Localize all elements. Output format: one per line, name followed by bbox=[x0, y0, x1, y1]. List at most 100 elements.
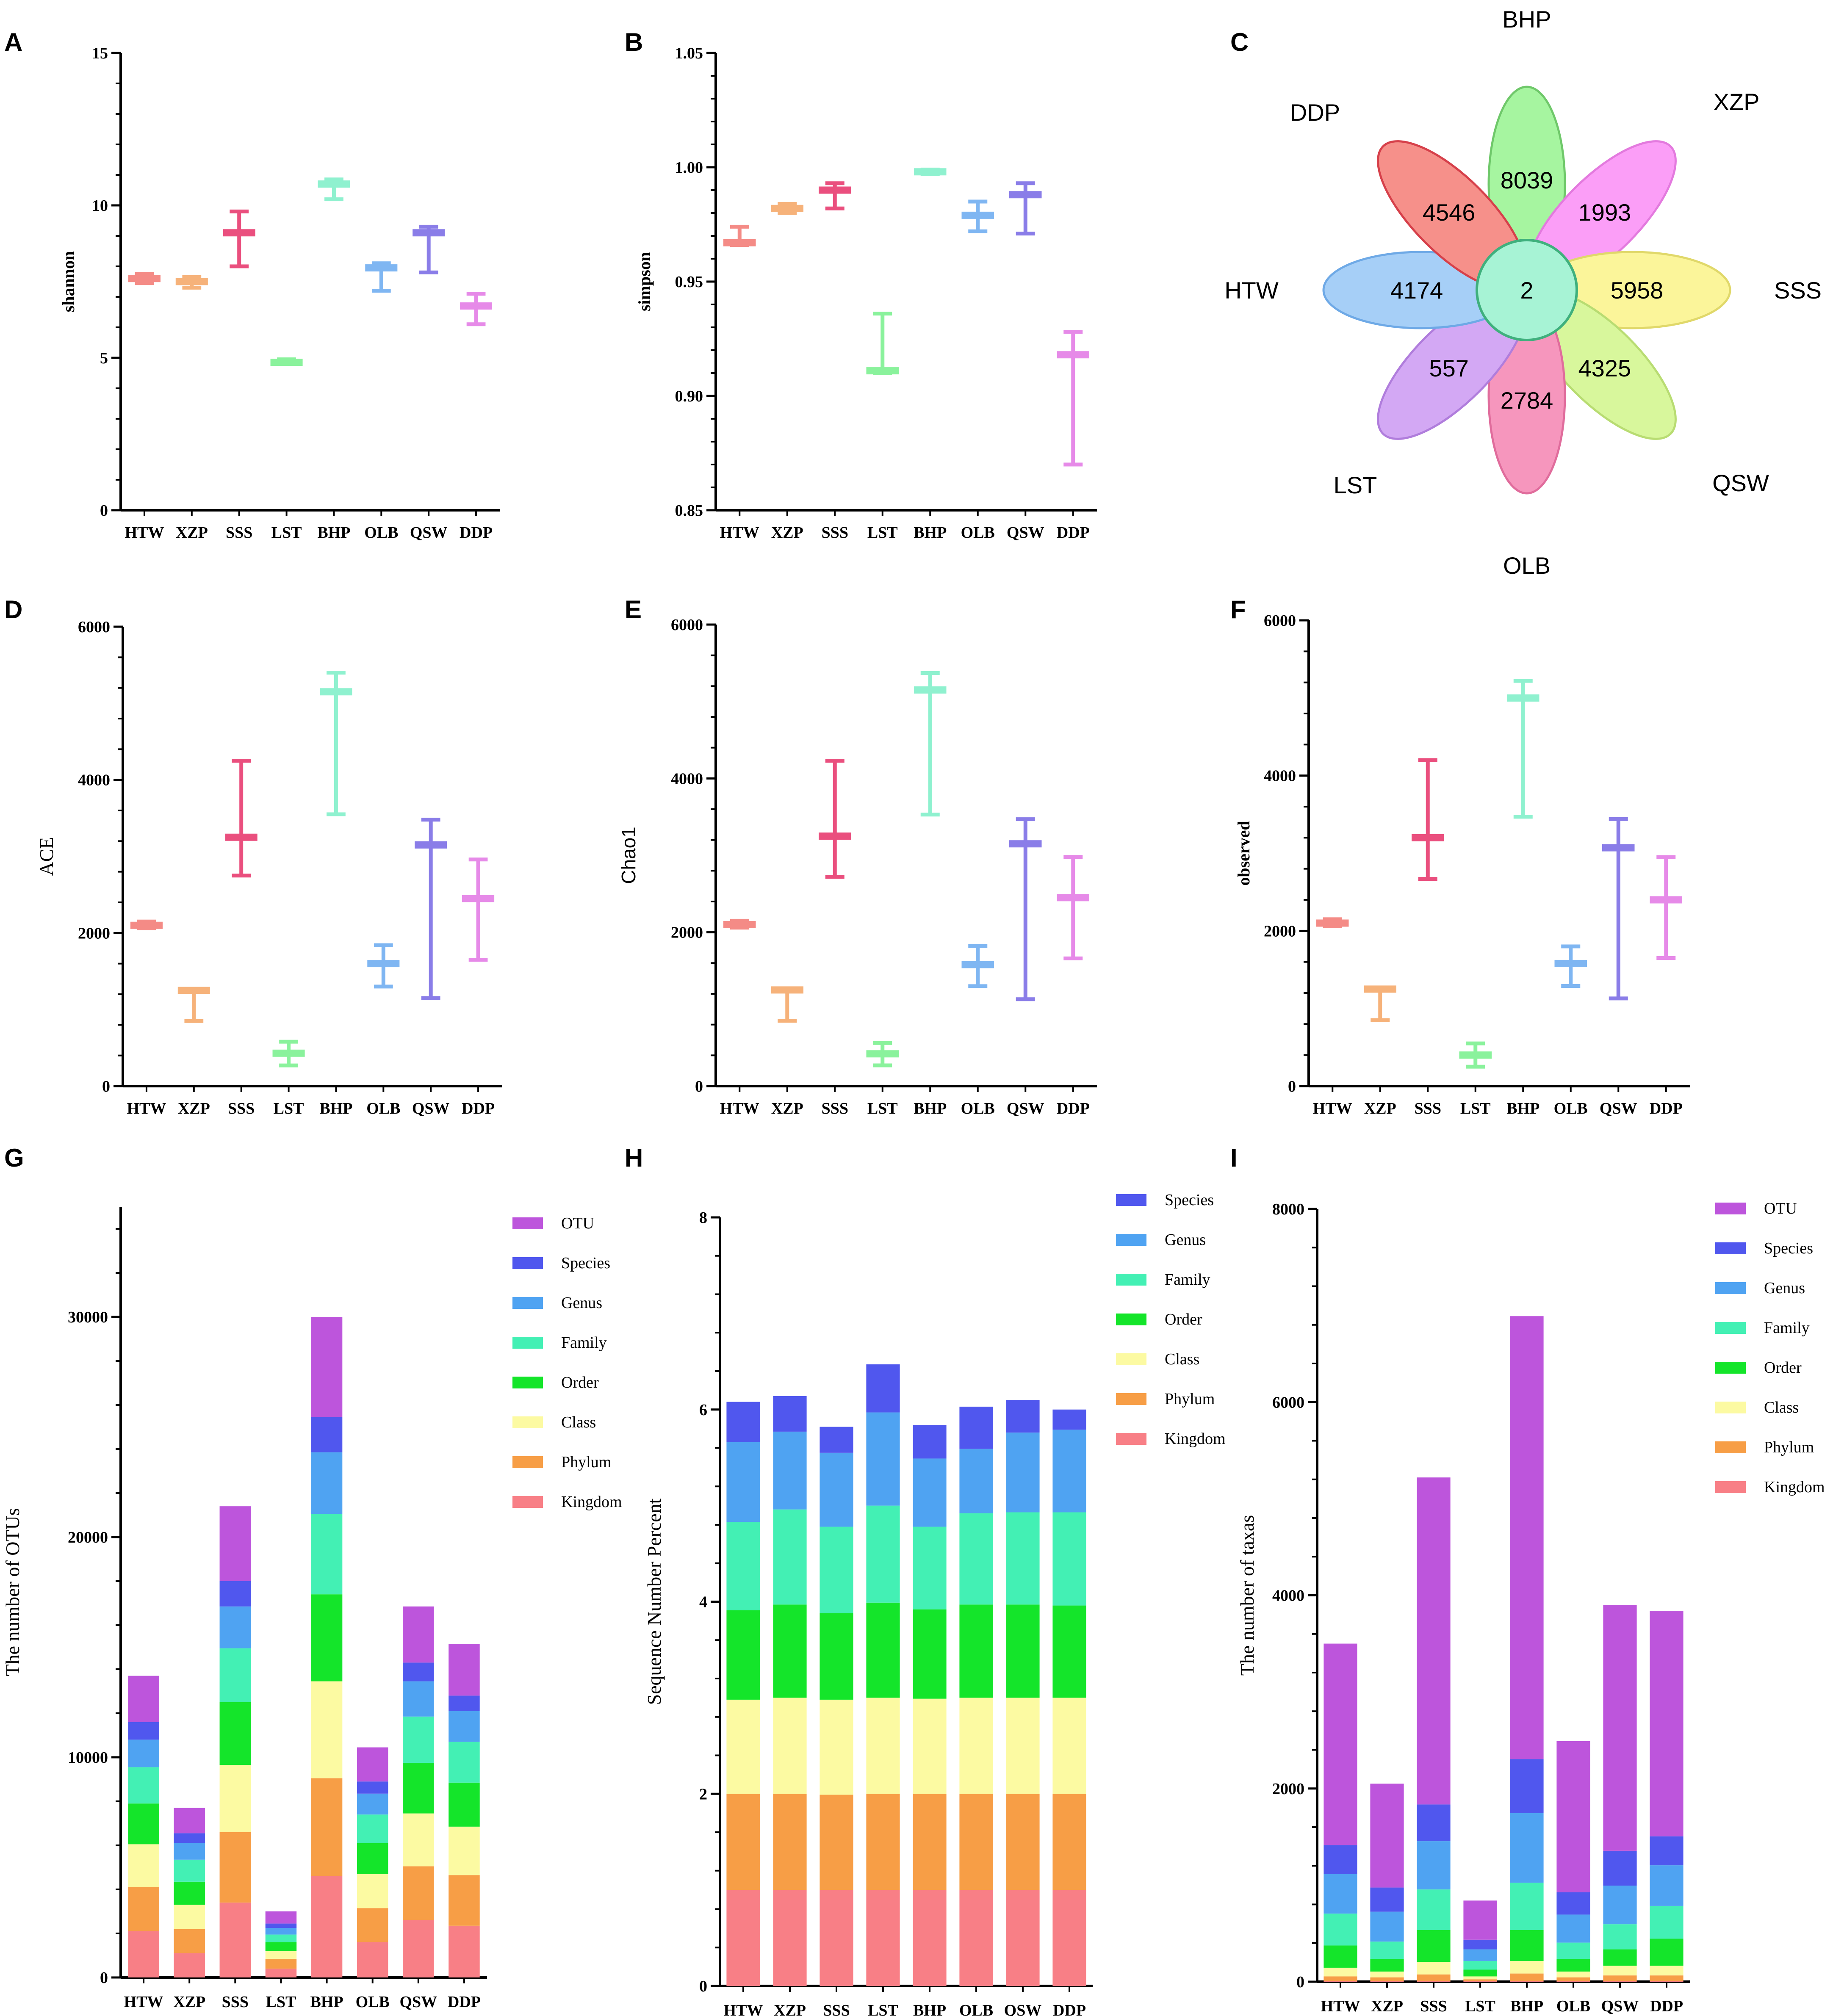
bar-I-LST-genus bbox=[1463, 1949, 1497, 1961]
panel-label-I: I bbox=[1230, 1144, 1238, 1172]
bar-G-XZP-class bbox=[174, 1905, 205, 1929]
bar-G-OLB-otu bbox=[357, 1747, 388, 1782]
bar-H-XZP-order bbox=[773, 1604, 807, 1698]
x-tick-label-A-LST: LST bbox=[271, 524, 302, 542]
bar-H-DDP-genus bbox=[1052, 1430, 1086, 1513]
bar-I-OLB-kingdom bbox=[1556, 1981, 1590, 1982]
x-tick-label-F-DDP: DDP bbox=[1650, 1100, 1683, 1117]
x-tick-label-A-XZP: XZP bbox=[176, 524, 208, 542]
x-tick-label-A-OLB: OLB bbox=[364, 524, 398, 542]
x-tick-label-I-HTW: HTW bbox=[1321, 1997, 1360, 2015]
legend-swatch-G-order bbox=[512, 1377, 543, 1388]
legend-label-I-order: Order bbox=[1764, 1359, 1802, 1377]
y-axis-title-D: ACE bbox=[36, 837, 57, 876]
legend-swatch-G-genus bbox=[512, 1297, 543, 1309]
bar-I-LST-order bbox=[1463, 1969, 1497, 1977]
bar-I-LST-family bbox=[1463, 1961, 1497, 1970]
bar-I-XZP-family bbox=[1370, 1941, 1404, 1959]
bar-G-SSS-family bbox=[219, 1648, 251, 1702]
chart-G: 0 10000 20000 30000 HTW XZP SSS LST BHP OLB QSW DDP… bbox=[2, 1207, 622, 2011]
bar-G-DDP-family bbox=[449, 1742, 480, 1783]
legend-label-I-family: Family bbox=[1764, 1319, 1810, 1337]
bar-G-XZP-kingdom bbox=[174, 1953, 205, 1977]
x-tick-label-E-XZP: XZP bbox=[771, 1100, 803, 1117]
bar-G-LST-class bbox=[265, 1951, 297, 1959]
x-tick-label-G-OLB: OLB bbox=[356, 1993, 390, 2011]
bar-G-DDP-kingdom bbox=[449, 1925, 480, 1977]
bar-I-DDP-genus bbox=[1650, 1865, 1683, 1906]
bar-H-HTW-family bbox=[726, 1522, 760, 1610]
legend-swatch-H-order bbox=[1116, 1314, 1146, 1325]
bar-H-QSW-phylum bbox=[1006, 1794, 1040, 1890]
bar-H-LST-class bbox=[866, 1698, 900, 1794]
legend-swatch-I-order bbox=[1715, 1362, 1746, 1374]
x-tick-label-H-DDP: DDP bbox=[1053, 2002, 1086, 2016]
bar-H-OLB-species bbox=[959, 1406, 993, 1449]
petal-label-xzp: XZP bbox=[1714, 88, 1760, 115]
legend-label-H-genus: Genus bbox=[1165, 1231, 1206, 1249]
y-tick-label-A: 5 bbox=[100, 349, 108, 367]
y-tick-label-D: 4000 bbox=[78, 772, 110, 789]
y-tick-label-H: 6 bbox=[699, 1401, 707, 1419]
x-tick-label-B-LST: LST bbox=[867, 524, 898, 542]
legend-label-G-family: Family bbox=[561, 1334, 607, 1352]
x-tick-label-H-LST: LST bbox=[868, 2002, 898, 2016]
bar-I-SSS-phylum bbox=[1417, 1974, 1451, 1981]
petal-value-lst: 557 bbox=[1429, 355, 1468, 382]
y-axis-title-F: observed bbox=[1234, 821, 1253, 885]
bar-G-SSS-species bbox=[219, 1581, 251, 1607]
bar-H-LST-phylum bbox=[866, 1794, 900, 1890]
bar-G-XZP-species bbox=[174, 1833, 205, 1843]
y-tick-label-H: 4 bbox=[699, 1593, 707, 1611]
bar-I-HTW-kingdom bbox=[1324, 1981, 1357, 1982]
bar-H-OLB-genus bbox=[959, 1449, 993, 1513]
bar-G-LST-otu bbox=[265, 1911, 297, 1924]
y-tick-label-B: 0.85 bbox=[675, 502, 703, 520]
petal-label-qsw: QSW bbox=[1712, 470, 1769, 496]
y-tick-label-B: 1.00 bbox=[675, 159, 703, 177]
legend-swatch-I-kingdom bbox=[1715, 1481, 1746, 1493]
bar-H-XZP-class bbox=[773, 1698, 807, 1794]
bar-I-DDP-kingdom bbox=[1650, 1981, 1683, 1982]
bar-G-QSW-genus bbox=[403, 1681, 434, 1717]
legend-swatch-I-class bbox=[1715, 1402, 1746, 1413]
venn-center-value: 2 bbox=[1520, 277, 1533, 304]
x-tick-label-E-HTW: HTW bbox=[720, 1100, 759, 1117]
bar-G-LST-genus bbox=[265, 1928, 297, 1935]
legend-label-I-kingdom: Kingdom bbox=[1764, 1478, 1825, 1496]
bar-H-BHP-genus bbox=[913, 1458, 947, 1527]
panel-label-B: B bbox=[625, 28, 643, 56]
y-axis-title-A: shannon bbox=[59, 251, 78, 312]
x-tick-label-A-SSS: SSS bbox=[226, 524, 252, 542]
bar-I-XZP-class bbox=[1370, 1972, 1404, 1977]
x-tick-label-B-OLB: OLB bbox=[961, 524, 995, 542]
bar-G-OLB-genus bbox=[357, 1793, 388, 1815]
legend-swatch-H-family bbox=[1116, 1274, 1146, 1286]
legend-label-G-phylum: Phylum bbox=[561, 1453, 611, 1471]
bar-G-QSW-otu bbox=[403, 1606, 434, 1663]
chart-A: 0 5 10 15 HTW XZP SSS LST BHP OLB QSW DDP shannon bbox=[59, 44, 500, 542]
x-tick-label-I-QSW: QSW bbox=[1601, 1997, 1639, 2015]
petal-value-bhp: 8039 bbox=[1501, 167, 1553, 194]
bar-I-DDP-class bbox=[1650, 1966, 1683, 1976]
bar-H-SSS-genus bbox=[820, 1452, 853, 1527]
x-tick-label-G-DDP: DDP bbox=[448, 1993, 481, 2011]
x-tick-label-B-DDP: DDP bbox=[1057, 524, 1090, 542]
y-tick-label-B: 0.90 bbox=[675, 387, 703, 405]
x-tick-label-D-XZP: XZP bbox=[178, 1100, 210, 1117]
bar-H-SSS-class bbox=[820, 1699, 853, 1795]
y-tick-label-G: 0 bbox=[100, 1969, 108, 1987]
x-tick-label-I-OLB: OLB bbox=[1556, 1997, 1590, 2015]
y-tick-label-G: 10000 bbox=[68, 1749, 108, 1767]
bar-G-DDP-phylum bbox=[449, 1875, 480, 1926]
bar-G-HTW-class bbox=[128, 1844, 159, 1887]
x-tick-label-G-HTW: HTW bbox=[124, 1993, 163, 2011]
y-tick-label-D: 6000 bbox=[78, 618, 110, 636]
x-tick-label-A-HTW: HTW bbox=[125, 524, 164, 542]
bar-H-SSS-phylum bbox=[820, 1795, 853, 1890]
petal-label-ddp: DDP bbox=[1290, 99, 1340, 126]
bar-H-BHP-kingdom bbox=[913, 1890, 947, 1986]
legend-label-I-genus: Genus bbox=[1764, 1279, 1805, 1297]
bar-I-LST-otu bbox=[1463, 1900, 1497, 1940]
